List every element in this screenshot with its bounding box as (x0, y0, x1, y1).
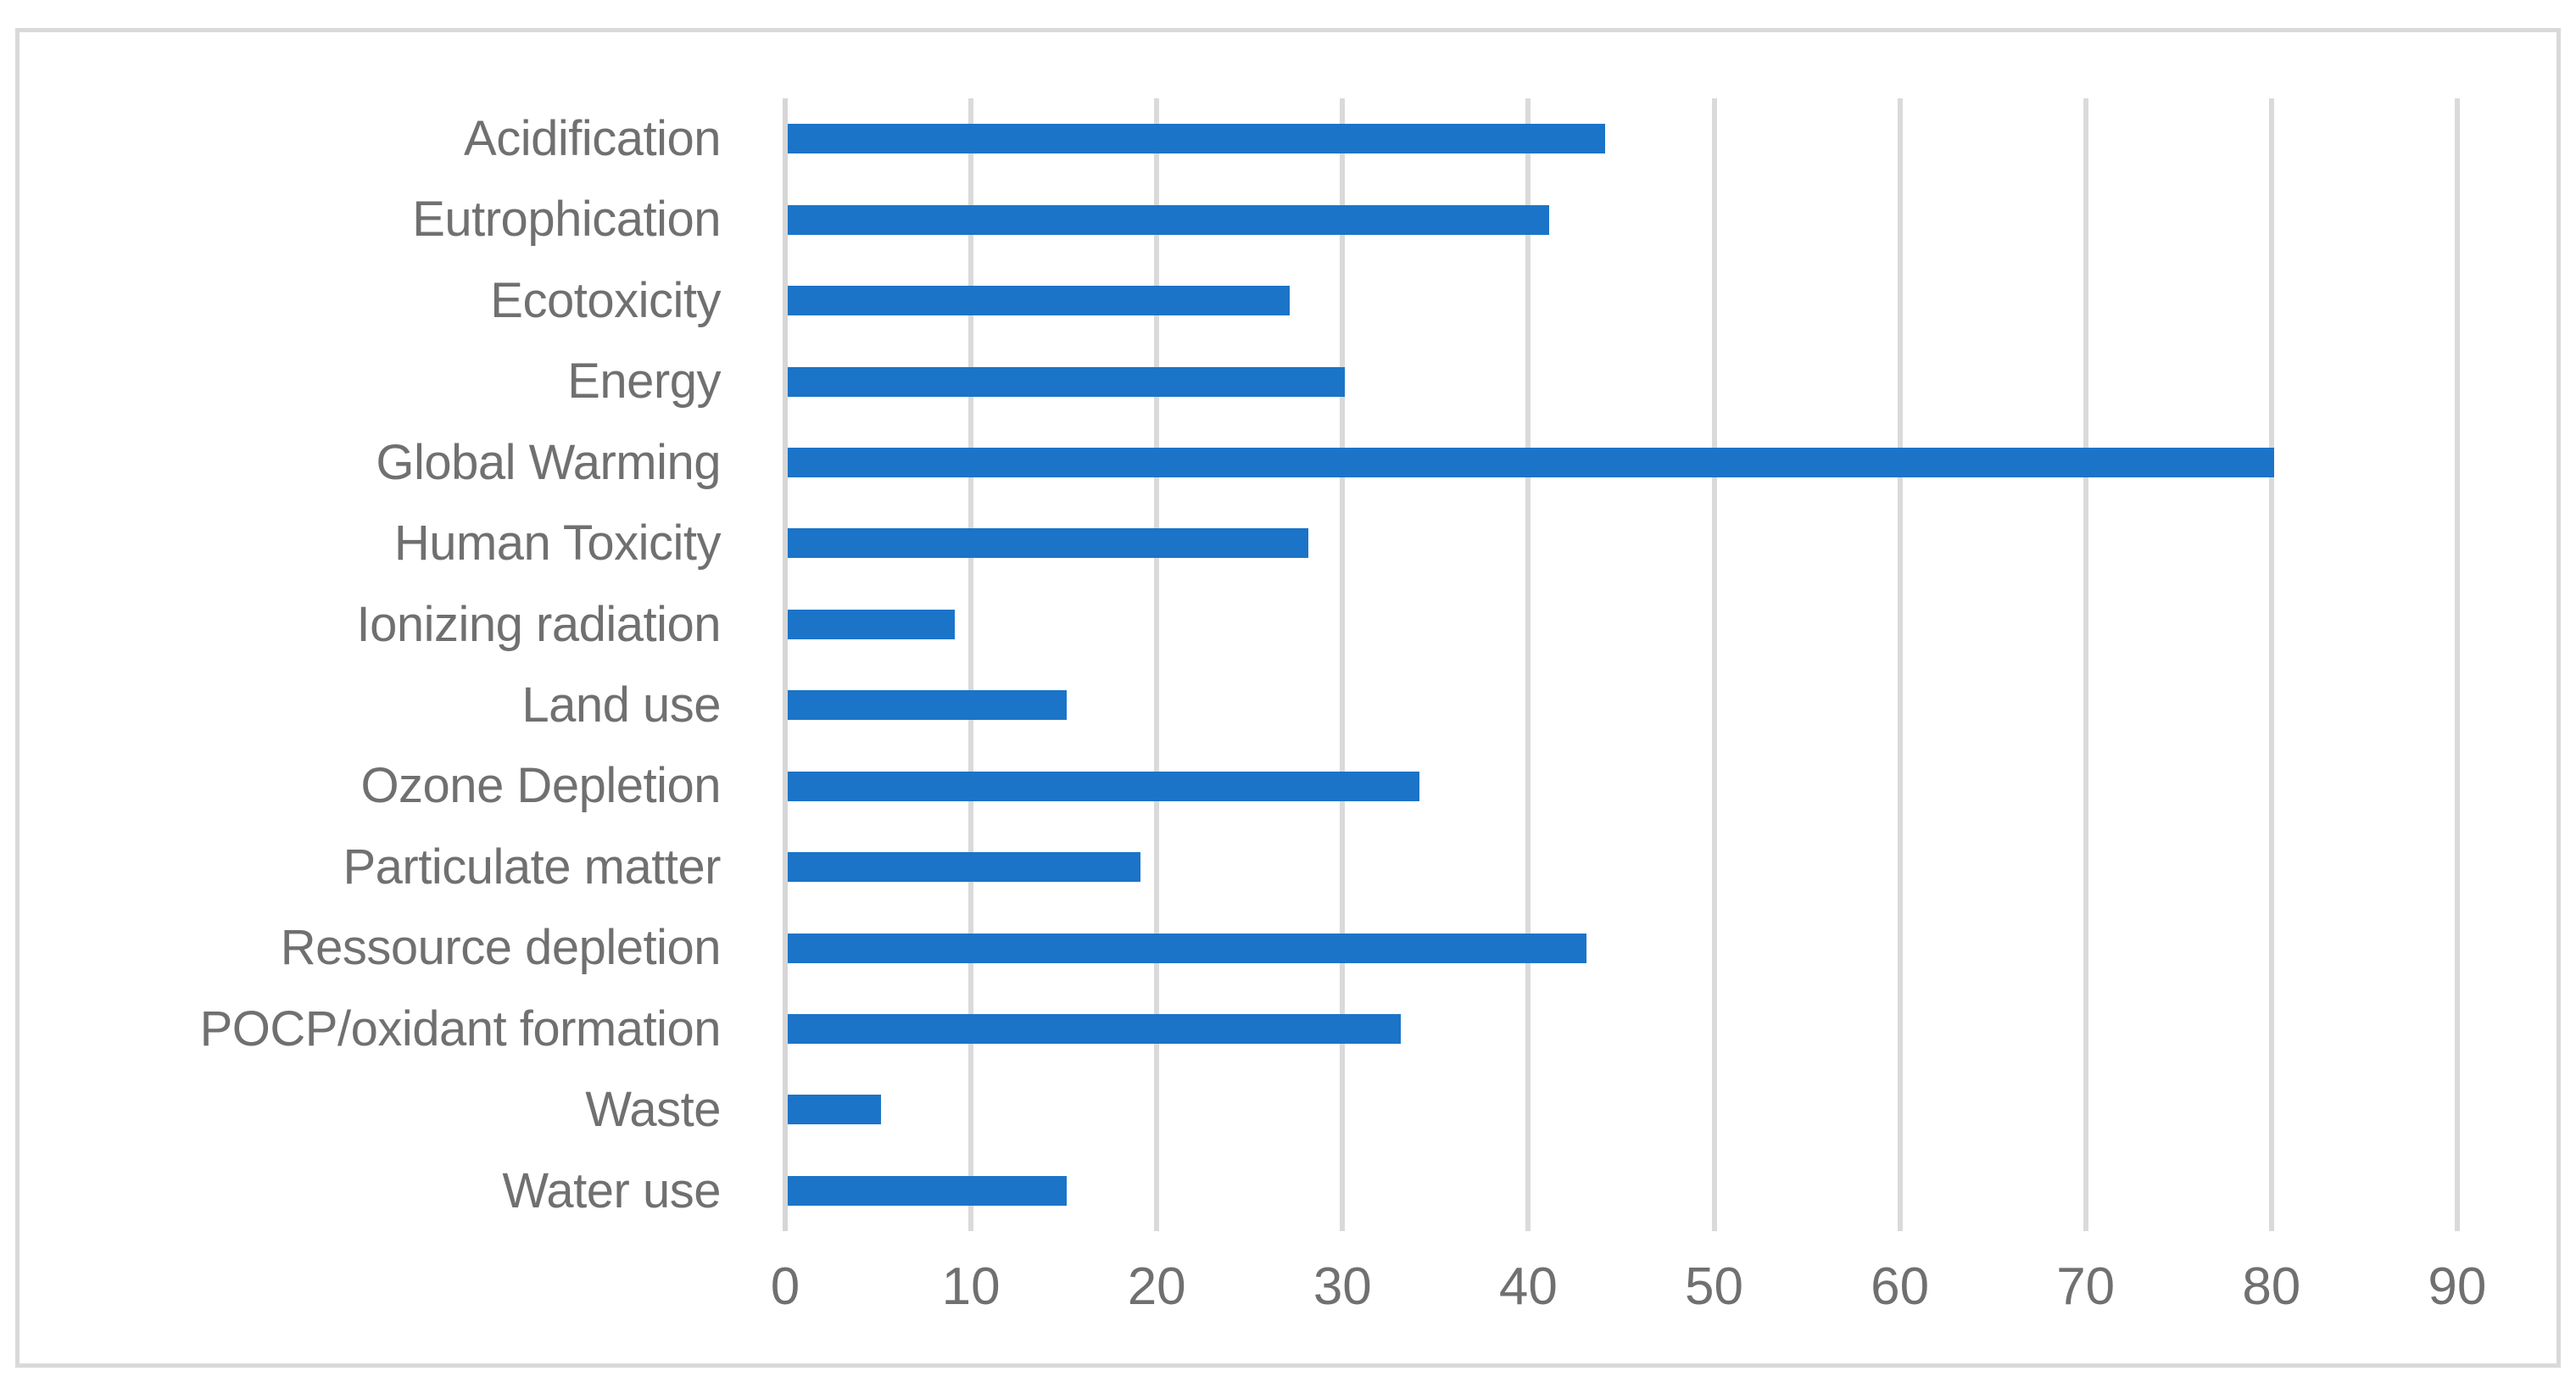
category-label: Land use (521, 677, 721, 733)
x-gridline (1525, 98, 1531, 1231)
category-label: Water use (502, 1162, 721, 1218)
x-tick-label: 0 (770, 1257, 800, 1316)
category-label: Ionizing radiation (356, 596, 721, 652)
x-tick-label: 10 (941, 1257, 1001, 1316)
x-gridline (968, 98, 974, 1231)
bar-ionizing-radiation (788, 609, 956, 639)
category-label: Energy (567, 354, 721, 410)
category-label: Ressource depletion (280, 920, 722, 976)
category-label: Waste (585, 1082, 721, 1138)
chart-frame (15, 28, 2561, 1368)
x-gridline (1154, 98, 1160, 1231)
x-gridline (1897, 98, 1903, 1231)
x-gridline (1711, 98, 1717, 1231)
bar-waste (788, 1095, 881, 1125)
category-label: Ozone Depletion (360, 758, 721, 814)
x-tick-label: 30 (1313, 1257, 1372, 1316)
x-gridline (1340, 98, 1346, 1231)
bar-ecotoxicity (788, 286, 1290, 316)
x-tick-label: 90 (2428, 1257, 2487, 1316)
x-tick-label: 60 (1871, 1257, 1930, 1316)
category-label: Acidification (464, 111, 721, 166)
bar-ressource-depletion (788, 933, 1587, 963)
bar-energy (788, 366, 1346, 397)
bar-global-warming (788, 447, 2274, 477)
x-tick-label: 80 (2242, 1257, 2301, 1316)
bar-human-toxicity (788, 528, 1308, 559)
bar-land-use (788, 690, 1067, 721)
bar-eutrophication (788, 204, 1550, 235)
category-label: Eutrophication (412, 192, 721, 248)
bar-water-use (788, 1175, 1067, 1206)
bar-acidification (788, 124, 1605, 154)
x-gridline (2268, 98, 2274, 1231)
category-label: Particulate matter (343, 839, 721, 895)
x-gridline (2083, 98, 2088, 1231)
category-label: Global Warming (376, 434, 721, 490)
category-label: POCP/oxidant formation (199, 1001, 722, 1056)
x-tick-label: 50 (1685, 1257, 1743, 1316)
y-axis-line (783, 98, 788, 1231)
bar-pocp-oxidant-formation (788, 1013, 1401, 1044)
x-tick-label: 70 (2056, 1257, 2116, 1316)
category-label: Human Toxicity (393, 516, 722, 571)
category-label: Ecotoxicity (490, 272, 721, 328)
bar-ozone-depletion (788, 771, 1419, 801)
bar-particulate-matter (788, 852, 1141, 883)
x-gridline (2454, 98, 2460, 1231)
x-tick-label: 40 (1498, 1257, 1558, 1316)
x-tick-label: 20 (1127, 1257, 1186, 1316)
